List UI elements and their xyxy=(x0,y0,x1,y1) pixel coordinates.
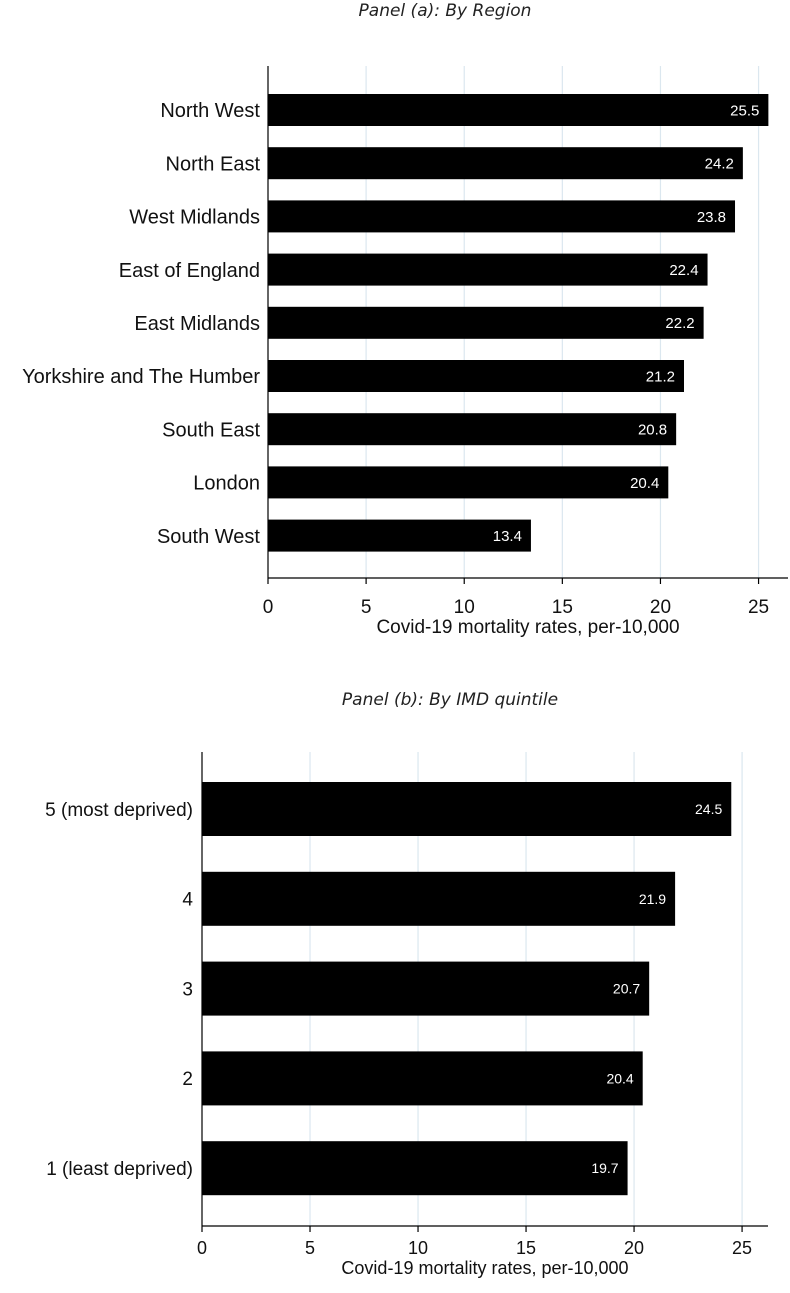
bar-value-label: 24.2 xyxy=(705,156,734,173)
x-tick-label: 20 xyxy=(650,597,671,618)
bar-value-label: 19.7 xyxy=(591,1160,618,1176)
bar-value-label: 24.5 xyxy=(695,801,722,817)
category-label: West Midlands xyxy=(129,207,260,229)
category-label: 1 (least deprived) xyxy=(46,1159,193,1180)
category-label: 5 (most deprived) xyxy=(45,800,193,821)
bar-value-label: 22.4 xyxy=(669,262,698,279)
category-label: 2 xyxy=(182,1069,193,1090)
bar-value-label: 21.9 xyxy=(639,891,666,907)
category-label: London xyxy=(193,473,260,495)
bar xyxy=(268,253,708,286)
bar xyxy=(268,147,743,180)
category-label: East of England xyxy=(119,260,260,282)
bar-value-label: 25.5 xyxy=(730,102,759,119)
x-tick-label: 10 xyxy=(454,597,475,618)
x-tick-label: 5 xyxy=(305,1238,315,1258)
bar xyxy=(268,200,736,233)
bar-value-label: 20.8 xyxy=(638,422,667,439)
bar xyxy=(268,413,677,446)
category-label: North East xyxy=(166,153,261,175)
x-tick-label: 10 xyxy=(408,1238,428,1258)
x-tick-label: 25 xyxy=(732,1238,752,1258)
bar-value-label: 23.8 xyxy=(697,209,726,226)
category-label: South West xyxy=(157,526,260,548)
bar xyxy=(268,360,684,392)
bar-value-label: 21.2 xyxy=(646,368,675,385)
x-tick-label: 0 xyxy=(197,1238,207,1258)
x-axis-title: Covid-19 mortality rates, per-10,000 xyxy=(376,617,679,638)
bar xyxy=(202,782,732,836)
bar-value-label: 20.4 xyxy=(630,475,659,492)
x-tick-label: 15 xyxy=(516,1238,536,1258)
panel-b-title: Panel (b): By IMD quintile xyxy=(341,690,559,710)
bar xyxy=(268,94,769,126)
x-tick-label: 0 xyxy=(263,597,274,618)
category-label: North West xyxy=(160,100,260,122)
category-label: 3 xyxy=(182,979,193,1000)
bar-value-label: 20.7 xyxy=(613,981,640,997)
x-tick-label: 25 xyxy=(748,597,769,618)
x-tick-label: 15 xyxy=(552,597,573,618)
panel-a-title: Panel (a): By Region xyxy=(358,1,532,21)
category-label: East Midlands xyxy=(134,313,260,335)
bar xyxy=(202,871,676,926)
bar-value-label: 20.4 xyxy=(606,1070,633,1086)
x-axis-title: Covid-19 mortality rates, per-10,000 xyxy=(341,1258,628,1278)
bar xyxy=(202,1051,643,1106)
imd-quintile-bar-chart: 5 (most deprived) 24.5 4 21.9 3 20.7 2 20.4 1 (l… xyxy=(45,752,768,1278)
region-bar-chart: North West 25.5 North East 24.2 West Midland… xyxy=(22,66,788,638)
bar xyxy=(268,519,531,552)
bar-value-label: 22.2 xyxy=(665,315,694,332)
category-label: South East xyxy=(162,419,260,441)
bar-value-label: 13.4 xyxy=(493,528,522,545)
x-tick-label: 5 xyxy=(361,597,372,618)
bar xyxy=(202,961,650,1016)
bar xyxy=(268,466,669,499)
bar xyxy=(268,306,704,339)
category-label: Yorkshire and The Humber xyxy=(22,366,260,388)
x-tick-label: 20 xyxy=(624,1238,644,1258)
bar xyxy=(202,1141,628,1196)
category-label: 4 xyxy=(182,890,193,911)
